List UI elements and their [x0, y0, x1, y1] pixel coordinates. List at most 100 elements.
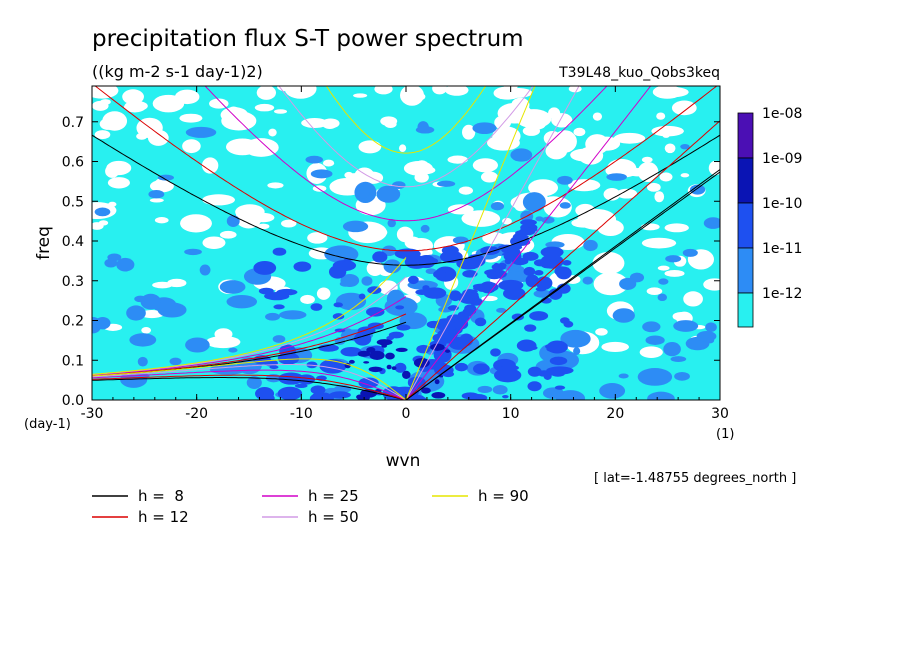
low-power-patch [640, 223, 660, 231]
low-power-patch [662, 132, 670, 138]
high-power-patch [490, 348, 501, 357]
mid-power-patch [228, 347, 238, 353]
colorbar-swatch [737, 202, 754, 249]
low-power-patch [100, 99, 111, 105]
kelvin-band-patch [453, 319, 469, 330]
high-power-patch [427, 258, 439, 265]
low-power-patch [664, 223, 689, 233]
mid-power-patch [157, 174, 174, 181]
mid-power-patch [582, 276, 594, 285]
low-power-patch [573, 127, 586, 137]
mid-power-patch [637, 368, 673, 386]
kelvin-band-patch [519, 227, 536, 236]
low-power-patch [284, 86, 317, 99]
mid-power-patch [184, 248, 202, 256]
low-power-patch [149, 198, 164, 203]
high-power-patch [333, 302, 343, 308]
low-power-patch [174, 89, 200, 105]
kelvin-band-patch [520, 219, 537, 226]
high-power-patch [309, 392, 334, 400]
x-tick-label: 0 [402, 406, 411, 422]
high-power-patch [283, 359, 294, 364]
high-power-patch [297, 374, 316, 385]
high-power-patch [474, 317, 487, 327]
mid-power-patch [226, 215, 240, 227]
colorbar-swatch [737, 292, 754, 328]
y-tick-label: 0.6 [62, 155, 84, 171]
legend: h = 8 h = 12 h = 25 h = 50 h = 90 [92, 487, 529, 526]
high-power-patch [277, 386, 303, 400]
low-power-patch [664, 143, 676, 154]
high-power-patch [294, 383, 308, 389]
kelvin-band-patch [434, 332, 454, 344]
low-power-patch [657, 265, 670, 271]
high-power-patch [278, 372, 304, 385]
peak-power-patch [395, 347, 408, 353]
low-power-patch [595, 328, 608, 336]
peak-power-patch [366, 347, 376, 353]
mid-power-patch [185, 126, 217, 138]
low-power-patch [235, 204, 265, 220]
high-power-patch [494, 368, 522, 383]
dispersion-curve [94, 86, 718, 252]
mid-power-patch [376, 185, 401, 203]
mid-power-patch [706, 337, 715, 344]
high-power-patch [448, 336, 469, 350]
low-power-patch [141, 327, 152, 334]
mid-power-patch [510, 148, 533, 162]
dispersion-curve [92, 369, 407, 400]
low-power-patch [641, 156, 653, 163]
colorbar-label: 1e-12 [762, 286, 802, 302]
low-power-patch [219, 230, 237, 239]
spectral-power-field [92, 86, 720, 400]
low-power-patch [403, 161, 433, 176]
mid-power-patch [420, 224, 430, 233]
mid-power-patch [680, 143, 690, 150]
mid-power-patch [496, 307, 507, 313]
dispersion-curves [92, 86, 720, 400]
low-power-patch [256, 223, 270, 230]
y-tick-label: 0.3 [62, 274, 84, 290]
mid-power-patch [674, 371, 690, 381]
x-unit-label: (1) [716, 427, 734, 442]
colorbar-swatch [737, 112, 754, 159]
high-power-patch [372, 251, 388, 263]
low-power-patch [214, 328, 233, 340]
high-power-patch [358, 377, 379, 389]
low-power-patch [607, 158, 637, 178]
low-power-patch [322, 159, 335, 167]
low-power-patch [592, 251, 625, 275]
low-power-patch [280, 219, 297, 228]
high-power-patch [524, 324, 537, 332]
low-power-patch [358, 140, 382, 154]
low-power-patch [201, 157, 219, 174]
high-power-patch [500, 364, 519, 371]
low-power-patch [346, 173, 363, 183]
high-power-patch [454, 362, 468, 372]
low-power-patch [651, 125, 684, 137]
high-power-patch [502, 394, 509, 399]
peak-power-patch [360, 388, 377, 398]
high-power-patch [556, 266, 572, 280]
dispersion-curve [405, 169, 720, 400]
y-axis-label: freq [34, 226, 54, 260]
kelvin-band-patch [472, 291, 479, 299]
low-power-patch [316, 287, 331, 300]
mid-power-patch [148, 189, 165, 199]
peak-power-patch [421, 387, 431, 394]
high-power-patch [310, 385, 326, 395]
peak-power-patch [357, 350, 371, 357]
high-power-patch [548, 288, 563, 300]
colorbar-label: 1e-10 [762, 196, 802, 212]
y-tick-label: 0.5 [62, 194, 84, 210]
peak-power-patch [431, 392, 446, 399]
high-power-patch [269, 365, 279, 370]
low-power-patch [502, 217, 512, 225]
high-power-patch [433, 270, 447, 279]
low-power-patch [654, 191, 665, 203]
peak-power-patch [402, 370, 411, 379]
low-power-patch [366, 227, 388, 238]
low-power-patch [445, 86, 469, 96]
high-power-patch [310, 303, 323, 311]
mid-power-patch [94, 316, 111, 330]
